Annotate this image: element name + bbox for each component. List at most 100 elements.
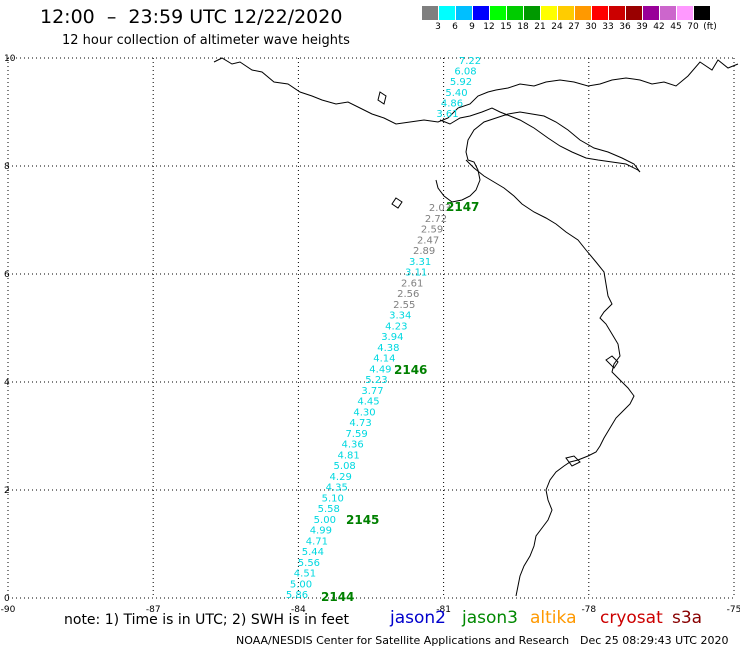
coastline-north: [213, 57, 739, 125]
colorbar-swatch: [643, 6, 660, 20]
wave-height-value: 5.92: [450, 77, 472, 88]
colorbar-swatch: [524, 6, 541, 20]
wave-height-value: 4.14: [373, 354, 395, 365]
colorbar-label: 70: [687, 22, 699, 32]
y-tick-label: 4: [4, 378, 10, 388]
colorbar-swatch: [541, 6, 558, 20]
map-title: 12:00 – 23:59 UTC 12/22/2020: [40, 6, 343, 28]
wave-height-value: 3.34: [389, 311, 411, 322]
coastline-panama-gulf: [435, 107, 641, 203]
colorbar-swatch: [558, 6, 575, 20]
y-tick-label: 6: [4, 270, 10, 280]
colorbar-label: 30: [585, 22, 597, 32]
wave-height-value: 4.73: [349, 418, 371, 429]
legend-note: note: 1) Time is in UTC; 2) SWH is in fe…: [64, 612, 350, 628]
wave-height-value: 3.94: [381, 332, 403, 343]
colorbar-label: 42: [653, 22, 665, 32]
ecuador-islands: [377, 91, 619, 467]
colorbar-label: 45: [670, 22, 682, 32]
wave-height-value: 3.11: [405, 268, 427, 279]
pass-labels: 2147 2146 2145 2144: [321, 200, 479, 604]
colorbar-swatch: [507, 6, 524, 20]
x-tick-label: -90: [1, 605, 16, 615]
legend-cryosat: cryosat: [600, 608, 663, 628]
wave-height-value: 4.45: [357, 397, 379, 408]
wave-height-value: 5.10: [322, 493, 344, 504]
wave-height-value: 2.56: [397, 289, 419, 300]
wave-height-value: 5.00: [290, 579, 312, 590]
colorbar-label: 12: [483, 22, 495, 32]
colorbar-label: 18: [517, 22, 529, 32]
wave-height-value: 5.08: [334, 461, 356, 472]
x-tick-label: -81: [436, 605, 451, 615]
wave-height-value: 5.44: [302, 547, 324, 558]
wave-height-value: 2.61: [401, 278, 423, 289]
wave-height-value: 5.58: [318, 504, 340, 515]
wave-height-value: 5.86: [286, 590, 308, 601]
wave-height-value: 4.71: [306, 536, 328, 547]
colorbar-label: 21: [534, 22, 546, 32]
wave-height-value: 2.72: [425, 214, 447, 225]
wave-height-value: 4.35: [326, 483, 348, 494]
pass-number-label: 2147: [446, 200, 479, 214]
wave-height-value: 2.55: [393, 300, 415, 311]
colorbar-swatch: [694, 6, 711, 20]
wave-height-value: 5.00: [314, 515, 336, 526]
x-tick-label: -84: [291, 605, 306, 615]
wave-height-value: 4.29: [330, 472, 352, 483]
legend-s3a: s3a: [672, 608, 703, 628]
colorbar-swatch: [439, 6, 456, 20]
wave-height-value: 3.61: [436, 109, 458, 120]
wave-height-value: 4.51: [294, 569, 316, 580]
colorbar-swatch: [473, 6, 490, 20]
colorbar: [422, 6, 711, 20]
wave-height-value: 2.89: [413, 246, 435, 257]
map-grid: [7, 57, 735, 599]
y-tick-label: 8: [4, 162, 10, 172]
colorbar-swatch: [456, 6, 473, 20]
wave-height-value: 5.23: [365, 375, 387, 386]
wave-height-value: 4.49: [369, 364, 391, 375]
x-tick-label: -87: [146, 605, 161, 615]
wave-height-value: 3.77: [361, 386, 383, 397]
colorbar-label: 27: [568, 22, 580, 32]
pass-number-label: 2144: [321, 590, 354, 604]
colorbar-label: 33: [602, 22, 614, 32]
altimeter-tracks: 7.226.085.925.404.863.61 2.032.722.592.47…: [286, 56, 481, 601]
legend-jason2: jason2: [390, 608, 446, 628]
colorbar-swatch: [592, 6, 609, 20]
colorbar-swatch: [626, 6, 643, 20]
wave-height-value: 4.86: [441, 98, 463, 109]
wave-height-value: 4.38: [377, 343, 399, 354]
wave-height-value: 7.59: [345, 429, 367, 440]
colorbar-swatch: [490, 6, 507, 20]
wave-height-value: 4.23: [385, 321, 407, 332]
wave-height-value: 4.36: [341, 440, 363, 451]
y-tick-label: 0: [4, 594, 10, 604]
colorbar-label: 24: [551, 22, 563, 32]
colorbar-swatch: [575, 6, 592, 20]
wave-height-value: 2.47: [417, 235, 439, 246]
colorbar-swatch: [422, 6, 439, 20]
colorbar-swatch: [677, 6, 694, 20]
legend-jason3: jason3: [462, 608, 518, 628]
colorbar-swatch: [660, 6, 677, 20]
colorbar-label: 6: [452, 22, 458, 32]
footer-credit: NOAA/NESDIS Center for Satellite Applica…: [236, 634, 570, 647]
footer-timestamp: Dec 25 08:29:43 UTC 2020: [580, 634, 729, 647]
x-tick-label: -75: [727, 605, 740, 615]
colorbar-label: (ft): [703, 22, 717, 32]
wave-height-value: 5.40: [445, 88, 467, 99]
x-tick-label: -78: [581, 605, 596, 615]
wave-height-value: 4.99: [310, 526, 332, 537]
colorbar-label: 36: [619, 22, 631, 32]
colorbar-label: 15: [500, 22, 512, 32]
legend-altika: altika: [530, 608, 577, 628]
y-tick-label: 10: [4, 54, 16, 64]
axis-labels: -90 -87 -84 -81 -78 -75 10 8 6 4 2 0: [1, 54, 740, 615]
wave-height-value: 3.31: [409, 257, 431, 268]
coastline-south: [465, 159, 635, 597]
wave-height-value: 4.81: [338, 450, 360, 461]
wave-height-value: 6.08: [454, 67, 476, 78]
